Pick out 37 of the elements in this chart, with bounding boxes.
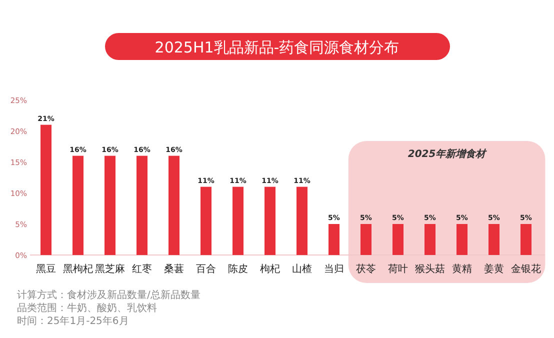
x-tick-label: 荷叶	[388, 263, 408, 275]
x-tick-label: 山楂	[292, 263, 312, 275]
x-tick-label: 黑枸杞	[63, 263, 93, 275]
band-label: 2025年新增食材	[408, 148, 488, 160]
text: 计算方式：食材涉及新品数量/总新品数量	[17, 289, 200, 301]
x-tick-label: 黑豆	[36, 264, 56, 275]
bar	[232, 186, 244, 255]
x-tick-label: 姜黄	[484, 263, 504, 275]
bar	[72, 156, 84, 255]
bar	[136, 156, 148, 255]
text: 品类范围：牛奶、酸奶、乳饮料	[17, 302, 157, 314]
x-tick-label: 黑芝麻	[95, 263, 125, 275]
x-tick-label: 枸杞	[260, 263, 280, 275]
x-tick-label: 金银花	[511, 263, 541, 275]
bar	[488, 224, 500, 255]
x-tick-label: 红枣	[132, 263, 152, 275]
bar	[168, 156, 180, 255]
bar	[360, 224, 372, 255]
text: 时间：25年1月-25年6月	[17, 315, 129, 327]
x-tick-label: 猴头菇	[415, 263, 445, 275]
x-tick-label: 百合	[196, 263, 216, 275]
bar	[392, 224, 404, 255]
bar	[264, 186, 276, 255]
x-tick-label: 陈皮	[228, 263, 248, 275]
bar	[328, 224, 340, 255]
bar	[456, 224, 468, 255]
chart-title: 2025H1乳品新品-药食同源食材分布	[154, 38, 400, 56]
bar	[520, 224, 532, 255]
x-tick-label: 当归	[324, 263, 344, 275]
bar	[200, 186, 212, 255]
bar	[40, 124, 52, 255]
x-tick-label: 桑葚	[164, 263, 184, 275]
bar	[424, 224, 436, 255]
bar	[104, 156, 116, 255]
x-tick-label: 茯苓	[356, 263, 376, 275]
bar	[296, 186, 308, 255]
x-tick-label: 黄精	[452, 263, 472, 275]
